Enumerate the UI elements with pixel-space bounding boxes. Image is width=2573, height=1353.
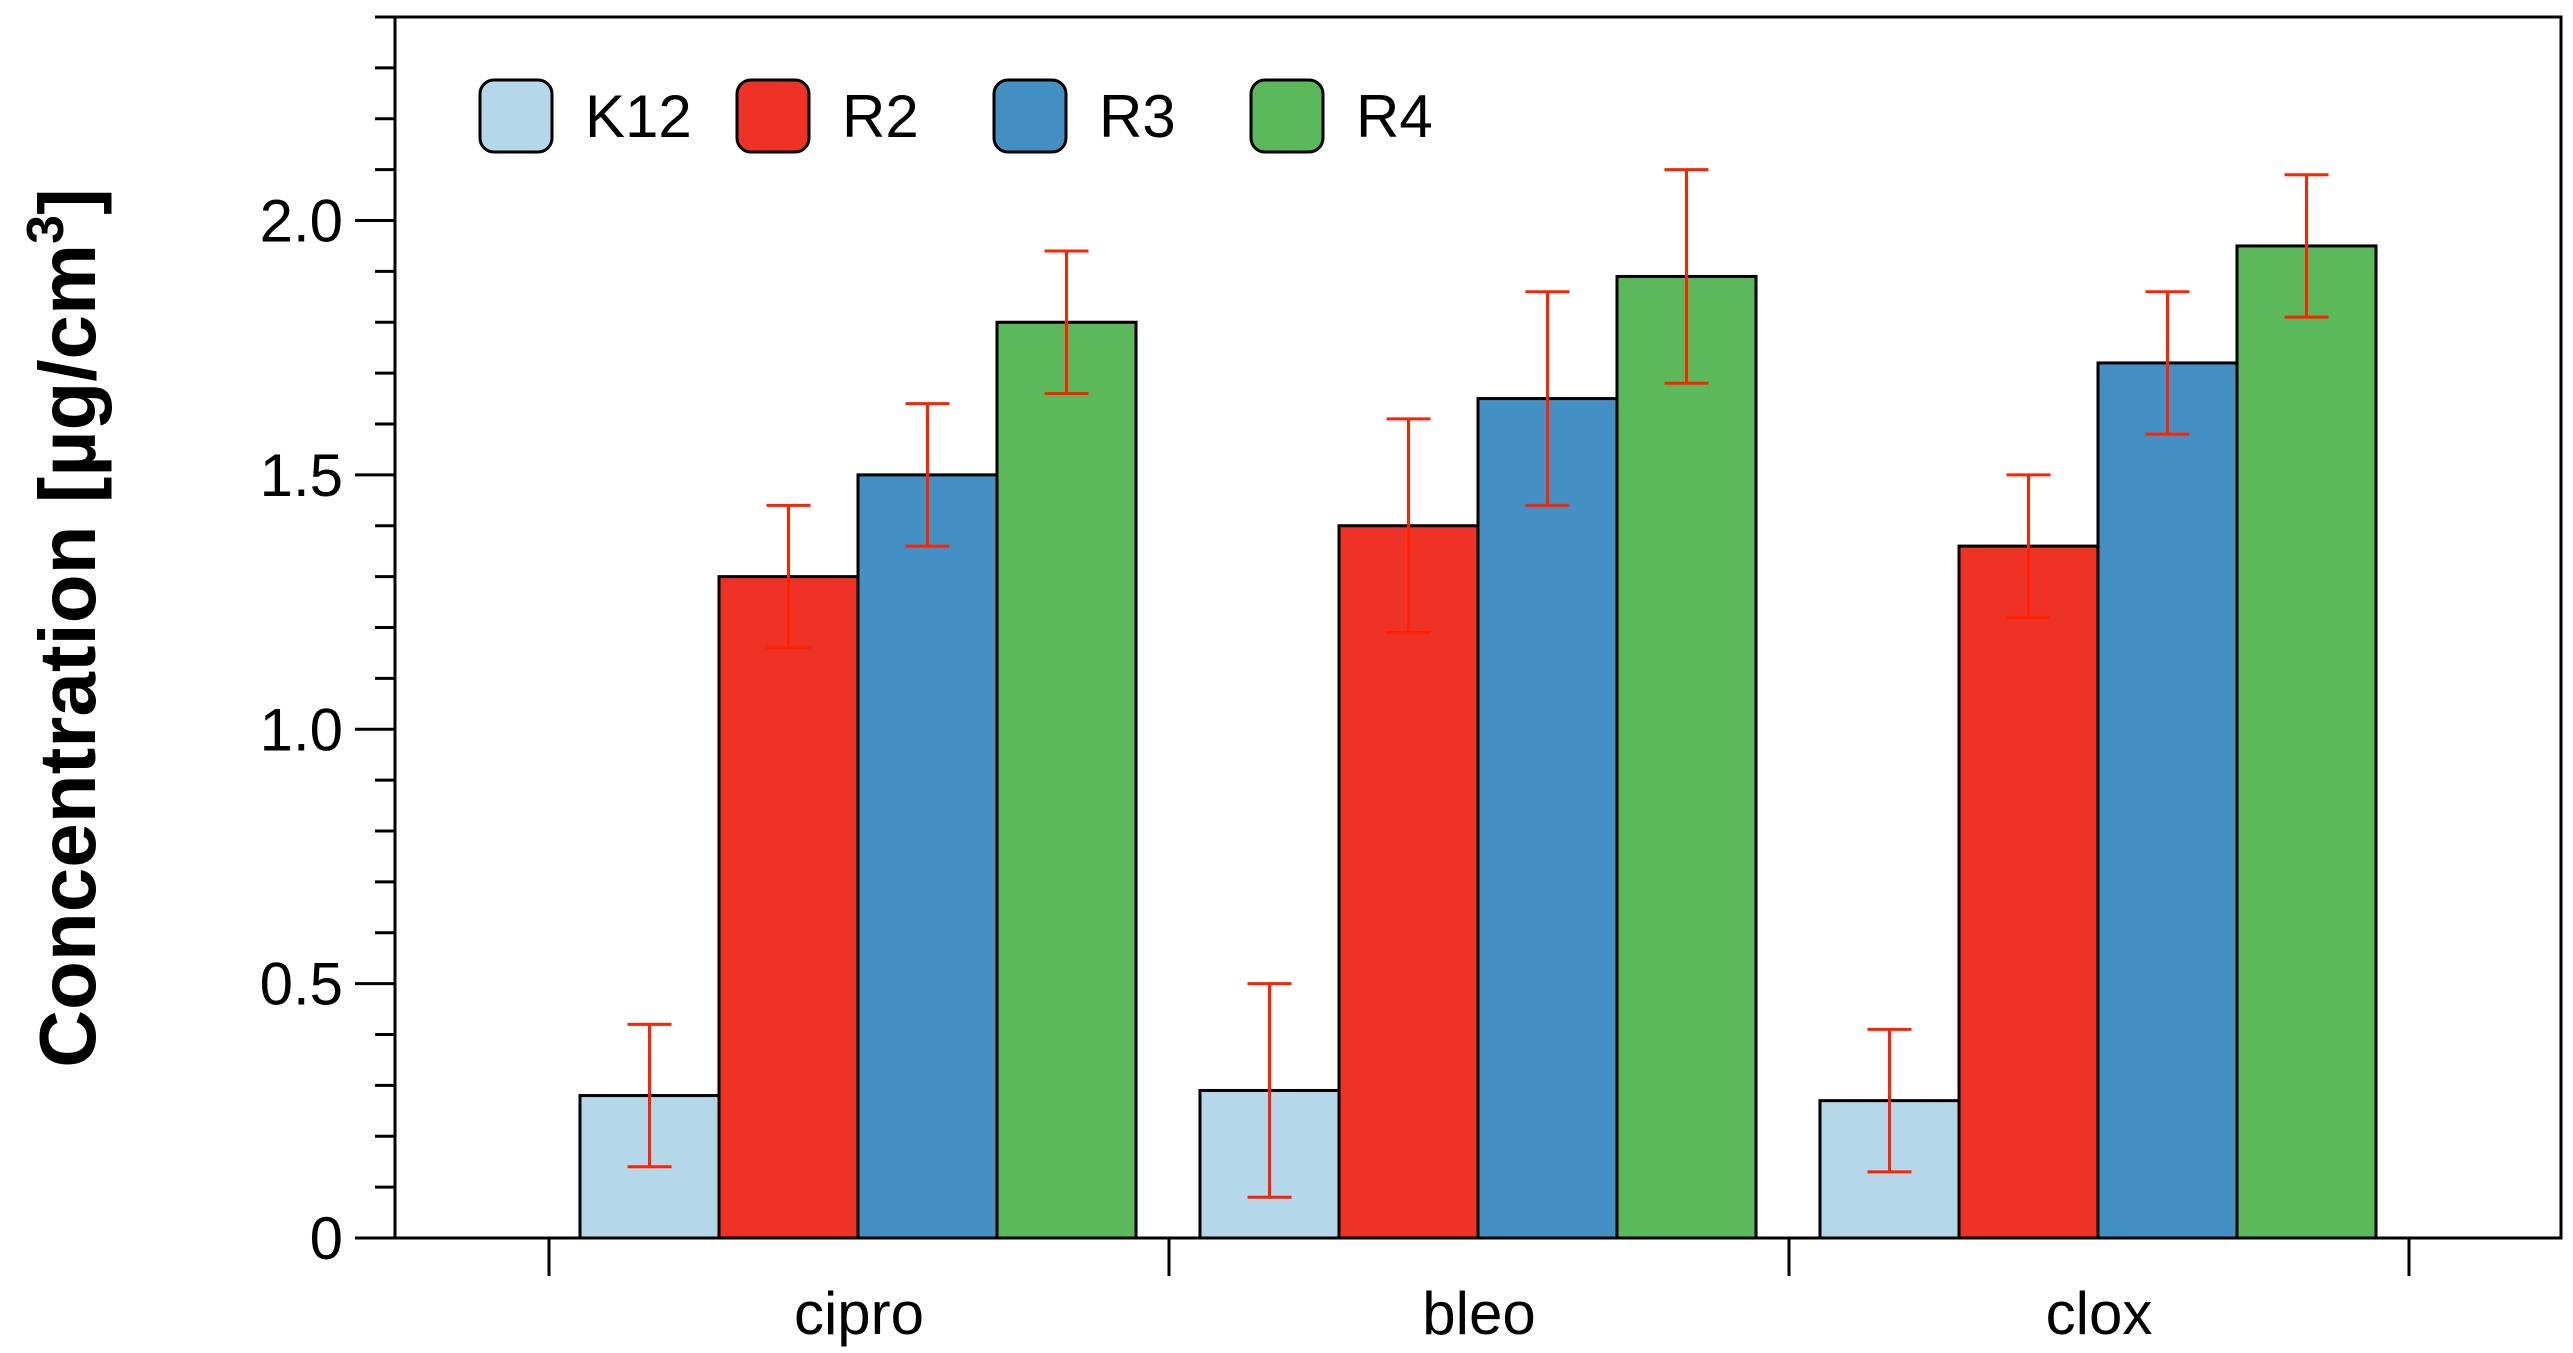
legend-item-K12: K12 [478, 78, 692, 154]
legend-label: R3 [1099, 83, 1176, 150]
legend-item-R2: R2 [735, 78, 919, 154]
error-bar-K12-cipro [627, 1022, 672, 1169]
legend-item-R4: R4 [1249, 78, 1433, 154]
legend-swatch [478, 78, 554, 154]
error-bar-R3-bleo [1525, 290, 1570, 507]
y-tick-label: 0 [310, 1205, 343, 1272]
legend-swatch [1249, 78, 1325, 154]
y-tick-label: 1.0 [260, 696, 343, 763]
bar-R3-clox [2096, 361, 2239, 1240]
error-bar-R3-cipro [905, 402, 950, 548]
error-bar-R2-cipro [766, 503, 811, 650]
error-bar-K12-bleo [1247, 982, 1292, 1199]
bar-R4-cipro [995, 320, 1138, 1240]
y-axis-label: Concentration [µg/cm3] [17, 188, 112, 1067]
legend-item-R3: R3 [992, 78, 1176, 154]
y-tick-label: 0.5 [260, 951, 343, 1018]
legend-label: K12 [585, 83, 692, 150]
y-axis: 0 0.5 1.0 1.5 2.0 [260, 15, 395, 1272]
x-tick-label: bleo [1422, 1280, 1535, 1347]
error-bar-R2-clox [2006, 473, 2051, 619]
bar-R2-bleo [1337, 524, 1480, 1240]
bar-R3-bleo [1476, 397, 1619, 1240]
bar-R4-bleo [1615, 274, 1758, 1240]
error-bar-R2-bleo [1386, 417, 1431, 635]
legend-label: R4 [1356, 83, 1433, 150]
bars [578, 244, 2378, 1240]
legend-label: R2 [842, 83, 919, 150]
error-bars [627, 168, 2329, 1199]
legend-swatch [992, 78, 1068, 154]
legend: K12 R2 R3 R4 [478, 78, 1433, 154]
error-bar-R3-clox [2145, 290, 2190, 436]
bar-R2-clox [1957, 544, 2100, 1240]
x-axis: cipro bleo clox [547, 1238, 2411, 1347]
x-tick-label: clox [2046, 1280, 2153, 1347]
y-tick-label: 2.0 [260, 188, 343, 255]
y-tick-label: 1.5 [260, 442, 343, 509]
x-tick-label: cipro [794, 1280, 924, 1347]
bar-R2-cipro [717, 575, 860, 1240]
error-bar-K12-clox [1867, 1027, 1912, 1174]
error-bar-R4-bleo [1664, 168, 1709, 385]
bar-R3-cipro [856, 473, 999, 1240]
legend-swatch [735, 78, 811, 154]
error-bar-R4-clox [2284, 173, 2329, 319]
error-bar-R4-cipro [1044, 249, 1089, 395]
bar-R4-clox [2235, 244, 2378, 1240]
